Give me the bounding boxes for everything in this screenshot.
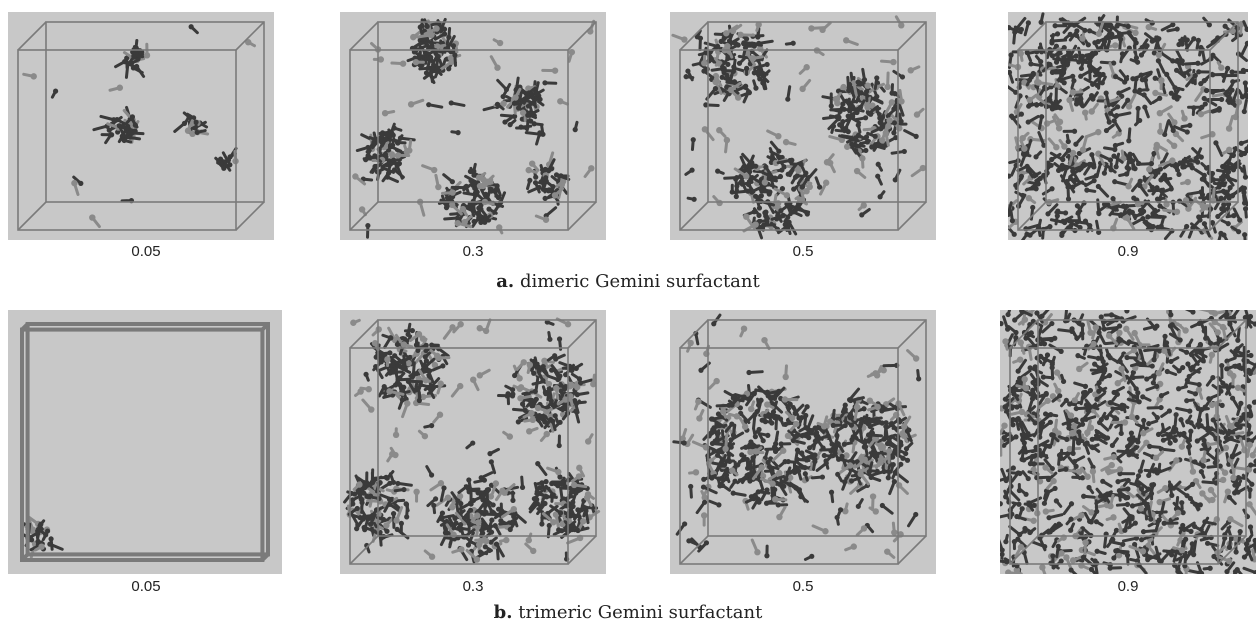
surfactant-molecules	[672, 313, 922, 561]
simulation-box-edges	[679, 21, 927, 231]
simulation-box-edges	[20, 322, 270, 562]
concentration-label: 0.3	[462, 243, 484, 260]
simulation-box-image	[1000, 310, 1256, 574]
simulation-box-edges	[349, 21, 597, 231]
concentration-label: 0.05	[131, 243, 161, 260]
concentration-label: 0.05	[131, 578, 161, 595]
caption-text: dimeric Gemini surfactant	[519, 271, 760, 292]
caption-text: trimeric Gemini surfactant	[518, 602, 763, 623]
panel-dimeric-0.9	[1008, 12, 1248, 240]
simulation-box-image	[671, 15, 927, 240]
surfactant-molecules	[343, 317, 601, 564]
panel-trimeric-0.5	[670, 310, 936, 574]
panel-trimeric-0.9	[1000, 310, 1256, 574]
simulation-box-image	[17, 21, 265, 231]
simulation-box-image	[349, 17, 597, 239]
surfactant-molecules	[22, 24, 256, 229]
panel-trimeric-0.05	[8, 310, 282, 574]
caption-letter: a.	[496, 271, 515, 292]
panel-dimeric-0.5	[670, 12, 936, 240]
simulation-box-image	[20, 322, 270, 562]
simulation-box-edges	[17, 21, 265, 231]
caption-row-b: b. trimeric Gemini surfactant	[0, 602, 1256, 623]
simulation-box-edges	[1009, 319, 1247, 565]
panel-trimeric-0.3	[340, 310, 606, 574]
surfactant-molecules	[352, 17, 596, 239]
concentration-label: 0.5	[792, 243, 814, 260]
simulation-box-image	[343, 317, 601, 565]
simulation-box-image	[1008, 12, 1248, 240]
panel-dimeric-0.05	[8, 12, 274, 240]
concentration-label: 0.3	[462, 578, 484, 595]
surfactant-molecules	[1008, 12, 1248, 240]
simulation-box-image	[672, 313, 927, 565]
caption-row-a: a. dimeric Gemini surfactant	[0, 271, 1256, 292]
simulation-box-edges	[349, 319, 597, 565]
simulation-box-edges	[679, 319, 927, 565]
concentration-label: 0.5	[792, 578, 814, 595]
concentration-label: 0.9	[1117, 578, 1139, 595]
panel-dimeric-0.3	[340, 12, 606, 240]
caption-letter: b.	[493, 602, 513, 623]
surfactant-molecules	[22, 515, 64, 559]
simulation-box-edges	[1017, 21, 1239, 231]
concentration-label: 0.9	[1117, 243, 1139, 260]
surfactant-molecules	[671, 15, 927, 240]
